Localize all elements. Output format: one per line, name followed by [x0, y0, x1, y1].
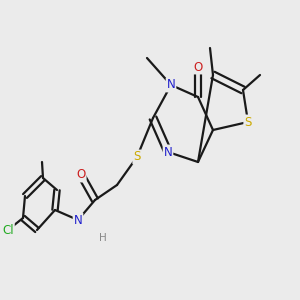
Text: O: O [76, 169, 85, 182]
Text: N: N [167, 79, 176, 92]
Text: N: N [74, 214, 82, 226]
Text: S: S [244, 116, 252, 128]
Text: N: N [164, 146, 172, 158]
Text: Cl: Cl [2, 224, 14, 236]
Text: H: H [99, 233, 107, 243]
Text: O: O [194, 61, 202, 74]
Text: S: S [133, 151, 141, 164]
